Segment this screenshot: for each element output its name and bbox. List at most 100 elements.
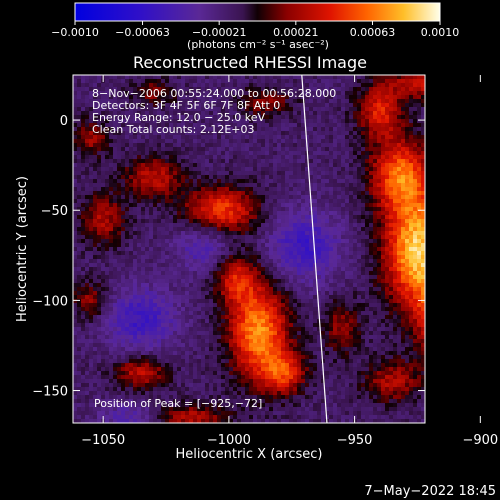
heatmap-cell	[81, 151, 86, 156]
heatmap-cell	[189, 295, 194, 300]
heatmap-cell	[205, 263, 210, 268]
heatmap-cell	[401, 279, 406, 284]
heatmap-cell	[173, 271, 178, 276]
heatmap-cell	[297, 171, 302, 176]
heatmap-cell	[397, 247, 402, 252]
heatmap-cell	[153, 103, 158, 108]
heatmap-cell	[417, 199, 422, 204]
heatmap-cell	[185, 151, 190, 156]
heatmap-cell	[289, 227, 294, 232]
heatmap-cell	[409, 159, 414, 164]
heatmap-cell	[165, 255, 170, 260]
heatmap-cell	[221, 151, 226, 156]
heatmap-cell	[225, 75, 230, 80]
heatmap-cell	[413, 255, 418, 260]
heatmap-cell	[161, 287, 166, 292]
heatmap-cell	[277, 283, 282, 288]
heatmap-cell	[281, 215, 286, 220]
heatmap-cell	[105, 103, 110, 108]
heatmap-cell	[353, 159, 358, 164]
heatmap-cell	[129, 251, 134, 256]
heatmap-cell	[377, 107, 382, 112]
heatmap-cell	[345, 151, 350, 156]
heatmap-cell	[125, 195, 130, 200]
heatmap-cell	[193, 199, 198, 204]
heatmap-cell	[305, 271, 310, 276]
heatmap-cell	[165, 139, 170, 144]
heatmap-cell	[305, 107, 310, 112]
heatmap-cell	[189, 191, 194, 196]
heatmap-cell	[405, 187, 410, 192]
heatmap-cell	[217, 131, 222, 136]
heatmap-cell	[393, 75, 398, 80]
heatmap-cell	[397, 279, 402, 284]
heatmap-cell	[105, 107, 110, 112]
heatmap-cell	[117, 287, 122, 292]
heatmap-cell	[341, 163, 346, 168]
heatmap-cell	[373, 287, 378, 292]
heatmap-cell	[361, 95, 366, 100]
heatmap-cell	[313, 183, 318, 188]
heatmap-cell	[205, 131, 210, 136]
heatmap-cell	[369, 199, 374, 204]
heatmap-cell	[313, 291, 318, 296]
heatmap-cell	[137, 83, 142, 88]
heatmap-cell	[333, 207, 338, 212]
heatmap-cell	[213, 147, 218, 152]
heatmap-cell	[153, 243, 158, 248]
heatmap-cell	[201, 287, 206, 292]
heatmap-cell	[345, 135, 350, 140]
heatmap-cell	[409, 287, 414, 292]
heatmap-cell	[125, 247, 130, 252]
heatmap-cell	[369, 195, 374, 200]
heatmap-cell	[409, 267, 414, 272]
heatmap-cell	[313, 147, 318, 152]
heatmap-cell	[141, 191, 146, 196]
heatmap-cell	[289, 271, 294, 276]
heatmap-cell	[369, 171, 374, 176]
heatmap-cell	[205, 75, 210, 80]
heatmap-cell	[121, 135, 126, 140]
heatmap-cell	[165, 91, 170, 96]
heatmap-cell	[345, 259, 350, 264]
heatmap-cell	[97, 235, 102, 240]
heatmap-cell	[89, 75, 94, 80]
heatmap-cell	[245, 119, 250, 124]
heatmap-cell	[333, 79, 338, 84]
heatmap-cell	[221, 175, 226, 180]
heatmap-cell	[117, 159, 122, 164]
heatmap-cell	[353, 135, 358, 140]
heatmap-cell	[77, 83, 82, 88]
heatmap-cell	[161, 147, 166, 152]
heatmap-cell	[157, 215, 162, 220]
heatmap-cell	[317, 103, 322, 108]
heatmap-cell	[381, 131, 386, 136]
heatmap-cell	[313, 167, 318, 172]
heatmap-cell	[321, 283, 326, 288]
heatmap-cell	[137, 139, 142, 144]
heatmap-cell	[93, 123, 98, 128]
heatmap-cell	[341, 103, 346, 108]
heatmap-cell	[321, 271, 326, 276]
heatmap-cell	[345, 111, 350, 116]
heatmap-cell	[157, 231, 162, 236]
heatmap-cell	[149, 179, 154, 184]
heatmap-cell	[313, 155, 318, 160]
heatmap-cell	[333, 271, 338, 276]
heatmap-cell	[245, 95, 250, 100]
heatmap-cell	[81, 79, 86, 84]
heatmap-cell	[277, 263, 282, 268]
heatmap-cell	[397, 139, 402, 144]
heatmap-cell	[165, 163, 170, 168]
heatmap-cell	[325, 211, 330, 216]
heatmap-cell	[397, 95, 402, 100]
heatmap-cell	[309, 95, 314, 100]
heatmap-cell	[325, 127, 330, 132]
heatmap-cell	[245, 291, 250, 296]
heatmap-cell	[181, 79, 186, 84]
heatmap-cell	[293, 235, 298, 240]
heatmap-cell	[193, 87, 198, 92]
heatmap-cell	[109, 155, 114, 160]
heatmap-cell	[377, 251, 382, 256]
heatmap-cell	[373, 163, 378, 168]
